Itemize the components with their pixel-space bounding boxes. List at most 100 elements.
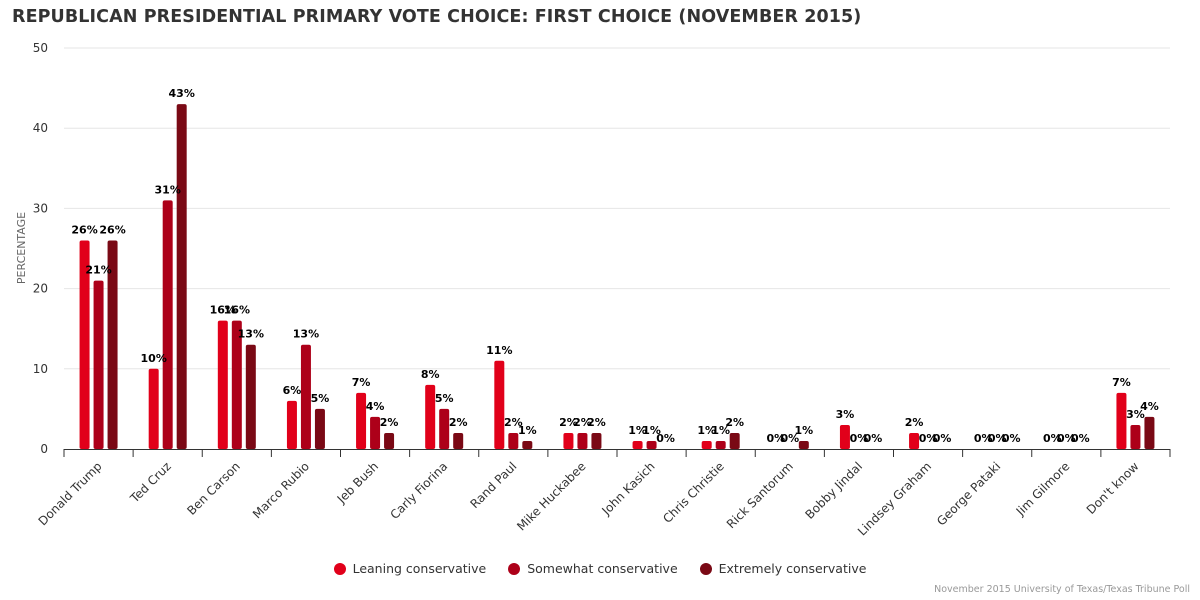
data-label: 2%: [587, 416, 606, 429]
bar: [522, 440, 533, 449]
x-tick-label: Carly Fiorina: [387, 459, 450, 522]
bar: [1116, 392, 1127, 449]
legend-item-leaning[interactable]: Leaning conservative: [333, 561, 487, 576]
x-tick-label: John Kasich: [598, 459, 657, 518]
data-label: 2%: [725, 416, 744, 429]
y-tick-label: 40: [33, 121, 48, 135]
data-label: 16%: [210, 304, 236, 317]
data-label: 5%: [311, 392, 330, 405]
data-label: 6%: [283, 384, 302, 397]
bar: [370, 416, 381, 449]
data-label: 1%: [518, 424, 537, 437]
legend-item-somewhat[interactable]: Somewhat conservative: [508, 561, 678, 576]
data-label: 0%: [988, 432, 1007, 445]
data-label: 0%: [933, 432, 952, 445]
data-label: 43%: [169, 87, 195, 100]
bar: [245, 344, 256, 449]
y-tick-label: 50: [33, 41, 48, 55]
y-tick-label: 20: [33, 282, 48, 296]
bar: [494, 360, 505, 449]
x-tick-label: Lindsey Graham: [855, 459, 934, 538]
bar: [217, 320, 228, 449]
bar: [286, 400, 297, 449]
bar: [508, 432, 519, 449]
data-labels: 26%21%26%10%31%43%16%16%13%6%13%5%7%4%2%…: [71, 87, 1158, 445]
x-tick-label: Rick Santorum: [724, 459, 796, 531]
data-label: 1%: [697, 424, 716, 437]
data-label: 0%: [1057, 432, 1076, 445]
x-tick-label: Don't know: [1084, 459, 1142, 517]
data-label: 0%: [919, 432, 938, 445]
bar: [1144, 416, 1155, 449]
data-label: 1%: [711, 424, 730, 437]
data-label: 0%: [1002, 432, 1021, 445]
legend-item-extremely[interactable]: Extremely conservative: [699, 561, 867, 576]
data-label: 0%: [864, 432, 883, 445]
bar: [439, 408, 450, 449]
data-label: 8%: [421, 368, 440, 381]
data-label: 2%: [905, 416, 924, 429]
legend-label: Somewhat conservative: [527, 561, 678, 576]
data-label: 2%: [380, 416, 399, 429]
x-tick-label: Rand Paul: [467, 459, 519, 511]
bars: [79, 104, 1155, 449]
x-tick-label: George Pataki: [934, 459, 1003, 528]
x-tick-label: Jeb Bush: [334, 459, 381, 506]
bar: [563, 432, 574, 449]
gridlines: [64, 47, 1170, 370]
x-tick-label: Chris Christie: [660, 459, 727, 526]
bar: [701, 440, 712, 449]
y-tick-label: 0: [40, 442, 48, 456]
x-tick-label: Marco Rubio: [250, 459, 312, 521]
x-tick-label: Mike Huckabee: [514, 459, 588, 533]
bar: [632, 440, 643, 449]
axes: 0 10 20 30 40 50 Donald Trump Ted Cruz Ben Carso…: [33, 41, 1171, 538]
bar: [107, 240, 118, 449]
y-tick-label: 30: [33, 201, 48, 215]
data-label: 13%: [293, 328, 319, 341]
legend-label: Leaning conservative: [352, 561, 487, 576]
bar: [356, 392, 367, 449]
data-label: 1%: [642, 424, 661, 437]
data-label: 3%: [1126, 408, 1145, 421]
data-label: 10%: [141, 352, 167, 365]
data-label: 4%: [366, 400, 385, 413]
data-label: 4%: [1140, 400, 1159, 413]
bar: [646, 440, 657, 449]
bar: [425, 384, 436, 449]
data-label: 0%: [974, 432, 993, 445]
bar: [909, 432, 920, 449]
legend: Leaning conservative Somewhat conservati…: [0, 561, 1200, 576]
legend-label: Extremely conservative: [718, 561, 867, 576]
x-tick-label: Bobby Jindal: [802, 459, 865, 522]
data-label: 13%: [238, 328, 264, 341]
bar: [839, 424, 850, 449]
bar: [729, 432, 740, 449]
data-label: 3%: [836, 408, 855, 421]
data-label: 0%: [850, 432, 869, 445]
legend-marker: [333, 562, 346, 575]
data-label: 7%: [1112, 376, 1131, 389]
bar: [162, 200, 173, 449]
y-tick-label: 10: [33, 362, 48, 376]
data-label: 26%: [71, 223, 97, 236]
data-label: 1%: [628, 424, 647, 437]
legend-marker: [508, 562, 521, 575]
bar: [231, 320, 242, 449]
data-label: 2%: [559, 416, 578, 429]
bar: [577, 432, 588, 449]
bar: [300, 344, 311, 449]
data-label: 0%: [1071, 432, 1090, 445]
bar: [148, 368, 159, 449]
data-label: 2%: [504, 416, 523, 429]
data-label: 2%: [573, 416, 592, 429]
y-axis-label: PERCENTAGE: [15, 212, 28, 284]
data-label: 2%: [449, 416, 468, 429]
bar: [176, 104, 187, 449]
bar: [314, 408, 325, 449]
data-label: 5%: [435, 392, 454, 405]
data-label: 31%: [155, 183, 181, 196]
x-tick-label: Ben Carson: [184, 459, 243, 518]
data-label: 16%: [224, 304, 250, 317]
